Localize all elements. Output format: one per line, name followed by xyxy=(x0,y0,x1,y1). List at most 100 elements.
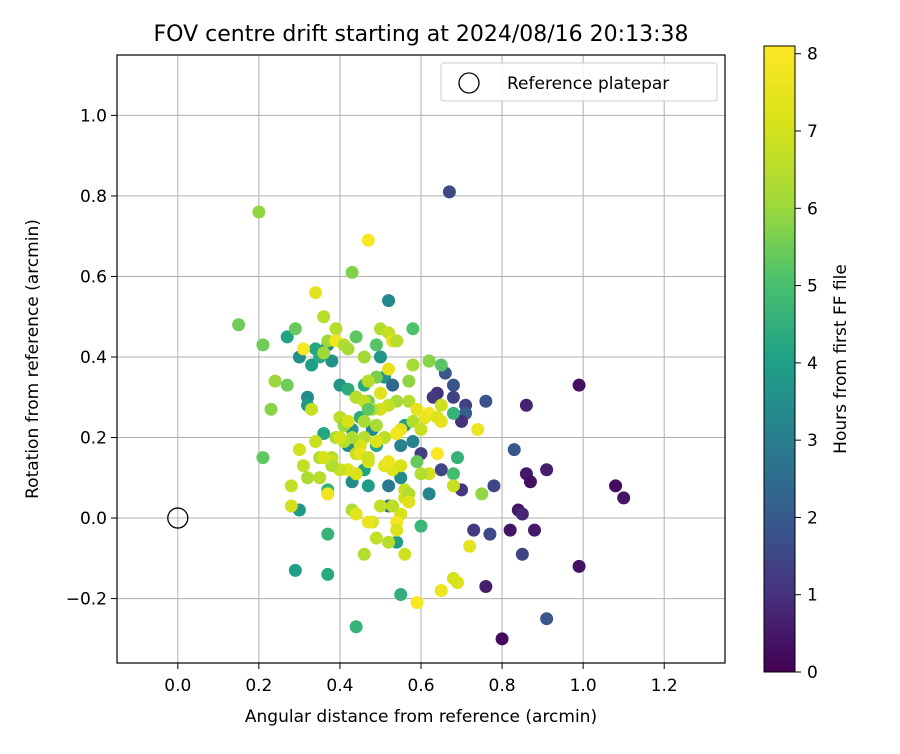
data-point xyxy=(373,350,387,364)
data-point xyxy=(446,390,460,404)
data-point xyxy=(232,318,246,332)
x-tick-label: 0.8 xyxy=(489,676,516,696)
data-point xyxy=(519,398,533,412)
data-point xyxy=(527,523,541,537)
data-point xyxy=(280,330,294,344)
data-point xyxy=(617,491,631,505)
data-point xyxy=(341,382,355,396)
data-point xyxy=(361,233,375,247)
data-point xyxy=(390,523,404,537)
data-point xyxy=(479,394,493,408)
data-point xyxy=(313,471,327,485)
data-point xyxy=(523,475,537,489)
colorbar-tick-label: 1 xyxy=(807,586,818,606)
data-point xyxy=(317,451,331,465)
data-point xyxy=(361,515,375,529)
colorbar-gradient xyxy=(763,45,796,673)
data-point xyxy=(361,479,375,493)
y-axis-ticks: −0.2 0.0 0.2 0.4 0.6 0.8 1.0 xyxy=(66,106,117,610)
data-point xyxy=(609,479,623,493)
data-point xyxy=(394,439,408,453)
data-point xyxy=(296,459,310,473)
data-point xyxy=(288,322,302,336)
legend: Reference platepar xyxy=(440,62,718,102)
y-tick-label: 0.4 xyxy=(80,348,107,368)
data-point xyxy=(301,471,315,485)
data-point xyxy=(434,463,448,477)
y-tick-label: −0.2 xyxy=(66,590,107,610)
x-tick-label: 1.2 xyxy=(651,676,678,696)
data-point xyxy=(369,338,383,352)
data-point xyxy=(268,374,282,388)
data-point xyxy=(442,185,456,199)
data-point xyxy=(309,435,323,449)
data-point xyxy=(406,358,420,372)
data-point xyxy=(479,579,493,593)
data-point xyxy=(487,479,501,493)
colorbar-tick-label: 5 xyxy=(807,277,818,297)
data-point xyxy=(446,467,460,481)
data-point xyxy=(305,358,319,372)
data-point xyxy=(325,354,339,368)
data-point xyxy=(256,451,270,465)
data-points xyxy=(232,185,631,646)
data-point xyxy=(434,358,448,372)
x-axis-ticks: 0.0 0.2 0.4 0.6 0.8 1.0 1.2 xyxy=(164,663,678,696)
colorbar-label: Hours from first FF file xyxy=(831,264,851,454)
y-tick-label: 1.0 xyxy=(80,106,107,126)
data-point xyxy=(422,354,436,368)
data-point xyxy=(434,398,448,412)
data-point xyxy=(418,410,432,424)
data-point xyxy=(515,507,529,521)
data-point xyxy=(382,294,396,308)
data-point xyxy=(495,632,509,646)
y-tick-label: 0.8 xyxy=(80,187,107,207)
y-axis-label: Rotation from reference (arcmin) xyxy=(23,219,43,499)
data-point xyxy=(361,451,375,465)
y-tick-label: 0.6 xyxy=(80,267,107,287)
data-point xyxy=(463,539,477,553)
data-point xyxy=(410,402,424,416)
colorbar-tick-label: 6 xyxy=(807,199,818,219)
data-point xyxy=(475,487,489,501)
x-axis-label: Angular distance from reference (arcmin) xyxy=(245,707,597,727)
data-point xyxy=(317,310,331,324)
data-point xyxy=(357,547,371,561)
data-point xyxy=(321,527,335,541)
data-point xyxy=(357,414,371,428)
legend-box xyxy=(440,62,718,102)
colorbar-tick-label: 2 xyxy=(807,508,818,528)
data-point xyxy=(369,531,383,545)
data-point xyxy=(280,378,294,392)
data-point xyxy=(540,463,554,477)
colorbar-tick-label: 8 xyxy=(807,45,818,65)
data-point xyxy=(455,414,469,428)
data-point xyxy=(406,322,420,336)
data-point xyxy=(361,402,375,416)
x-tick-label: 1.0 xyxy=(570,676,597,696)
data-point xyxy=(321,487,335,501)
y-tick-label: 0.2 xyxy=(80,429,107,449)
x-tick-label: 0.2 xyxy=(245,676,272,696)
data-point xyxy=(507,443,521,457)
reference-marker xyxy=(167,507,189,529)
data-point xyxy=(357,350,371,364)
data-point xyxy=(446,479,460,493)
data-point xyxy=(284,499,298,513)
data-point xyxy=(341,342,355,356)
data-point xyxy=(296,342,310,356)
data-point xyxy=(317,346,331,360)
data-point xyxy=(317,426,331,440)
data-point xyxy=(446,406,460,420)
data-point xyxy=(402,374,416,388)
data-point xyxy=(540,612,554,626)
data-point xyxy=(471,422,485,436)
data-point xyxy=(503,523,517,537)
data-point xyxy=(406,414,420,428)
data-point xyxy=(382,535,396,549)
data-point xyxy=(414,422,428,436)
data-point xyxy=(422,487,436,501)
y-tick-label: 0.0 xyxy=(80,509,107,529)
data-point xyxy=(284,479,298,493)
